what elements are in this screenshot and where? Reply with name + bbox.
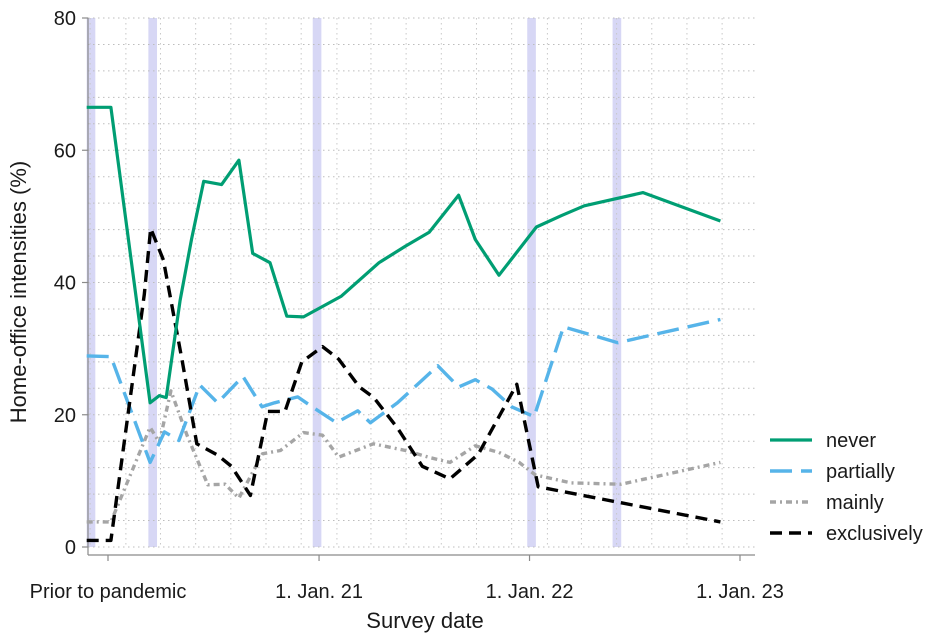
y-tick-label: 40 [54, 273, 76, 295]
highlight-bands [86, 18, 622, 547]
y-tick-label: 80 [54, 8, 76, 30]
legend-label-exclusively: exclusively [826, 523, 923, 545]
x-tick-label: 1. Jan. 22 [486, 581, 574, 603]
series-line-never [86, 105, 721, 405]
x-tick-label: 1. Jan. 23 [696, 581, 784, 603]
series-line-partially [86, 317, 721, 465]
series-line-exclusively [86, 226, 721, 543]
highlight-band [86, 18, 96, 547]
legend-label-never: never [826, 430, 876, 452]
y-tick-labels: 0 20 40 60 80 [54, 8, 76, 559]
y-tick-label: 20 [54, 405, 76, 427]
y-axis-title: Home-office intensities (%) [6, 161, 31, 423]
series-line-mainly [86, 389, 721, 524]
series-lines [86, 105, 721, 543]
highlight-band [612, 18, 622, 547]
legend: never partially mainly exclusively [770, 430, 923, 545]
highlight-band [312, 18, 322, 547]
y-tick-label: 0 [65, 537, 76, 559]
highlight-band [527, 18, 536, 547]
y-tick-label: 60 [54, 140, 76, 162]
x-tick-labels: Prior to pandemic 1. Jan. 21 1. Jan. 22 1. … [30, 581, 784, 603]
legend-label-mainly: mainly [826, 492, 884, 514]
x-tick-label: 1. Jan. 21 [275, 581, 363, 603]
legend-label-partially: partially [826, 461, 895, 483]
x-axis-title: Survey date [366, 608, 483, 633]
x-tick-label: Prior to pandemic [30, 581, 187, 603]
grid [88, 17, 755, 548]
highlight-band [148, 18, 158, 547]
